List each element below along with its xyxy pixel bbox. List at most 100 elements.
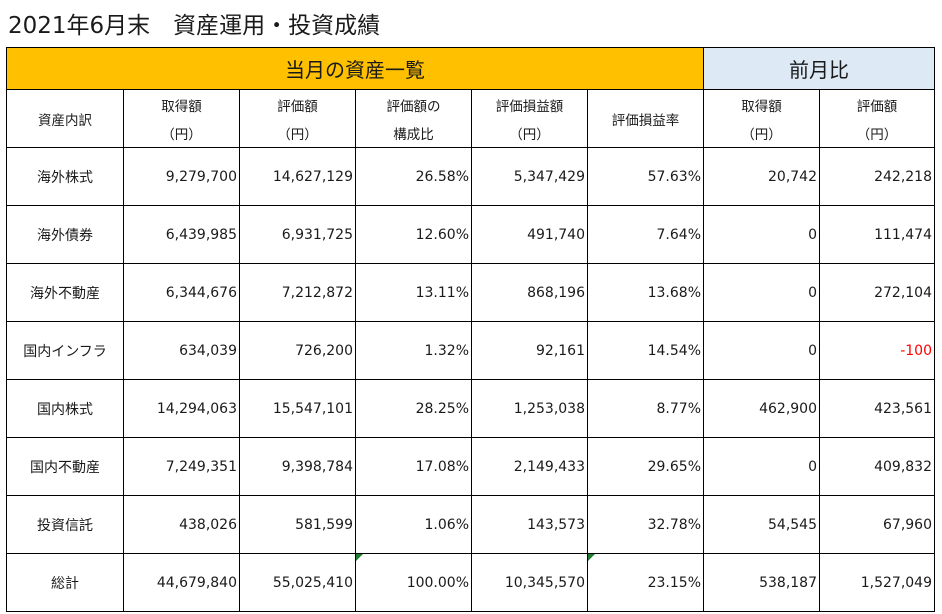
ratio-cell[interactable]: 17.08% <box>355 437 472 496</box>
table-row: 海外不動産 6,344,676 7,212,872 13.11% 868,196 13.6… <box>6 263 935 322</box>
asset-name-cell[interactable]: 総計 <box>6 553 124 612</box>
asset-name-cell[interactable]: 海外株式 <box>6 147 124 206</box>
total-row: 総計 44,679,840 55,025,410 100.00% 10,345,570 2… <box>6 553 935 612</box>
prev-cost-cell[interactable]: 20,742 <box>703 147 820 206</box>
prev-cost-cell[interactable]: 0 <box>703 205 820 264</box>
prev-cost-cell[interactable]: 0 <box>703 263 820 322</box>
cell-value: 6,439,985 <box>165 226 237 243</box>
cell-value: 242,218 <box>874 168 932 185</box>
cell-value: 0 <box>808 226 817 243</box>
cost-cell[interactable]: 6,439,985 <box>123 205 240 264</box>
header-prev-value[interactable]: 評価額 （円） <box>819 89 935 148</box>
cell-value: 409,832 <box>874 458 932 475</box>
prev-value-cell[interactable]: 1,527,049 <box>819 553 935 612</box>
prev-value-cell[interactable]: 67,960 <box>819 495 935 554</box>
header-cost[interactable]: 取得額 （円） <box>123 89 240 148</box>
header-value[interactable]: 評価額 （円） <box>239 89 356 148</box>
cell-value: 100.00% <box>406 574 469 591</box>
gain-rate-cell[interactable]: 14.54% <box>587 321 704 380</box>
error-indicator-icon <box>588 554 595 561</box>
value-cell[interactable]: 14,627,129 <box>239 147 356 206</box>
header-gain-rate[interactable]: 評価損益率 <box>587 89 704 148</box>
cost-cell[interactable]: 44,679,840 <box>123 553 240 612</box>
prev-value-cell[interactable]: -100 <box>819 321 935 380</box>
asset-name-cell[interactable]: 海外不動産 <box>6 263 124 322</box>
gain-rate-cell[interactable]: 29.65% <box>587 437 704 496</box>
cost-cell[interactable]: 634,039 <box>123 321 240 380</box>
cell-value: 634,039 <box>179 342 237 359</box>
gain-cell[interactable]: 868,196 <box>471 263 588 322</box>
asset-name-cell[interactable]: 投資信託 <box>6 495 124 554</box>
ratio-cell[interactable]: 100.00% <box>355 553 472 612</box>
cell-value: 9,279,700 <box>165 168 237 185</box>
cell-value: 7,212,872 <box>281 284 353 301</box>
cell-value: 29.65% <box>647 458 701 475</box>
gain-cell[interactable]: 10,345,570 <box>471 553 588 612</box>
gain-cell[interactable]: 5,347,429 <box>471 147 588 206</box>
cell-value: 57.63% <box>647 168 701 185</box>
cell-value: 23.15% <box>647 574 701 591</box>
header-gain[interactable]: 評価損益額 （円） <box>471 89 588 148</box>
gain-rate-cell[interactable]: 13.68% <box>587 263 704 322</box>
header-asset-type[interactable]: 資産内訳 <box>6 89 124 148</box>
gain-cell[interactable]: 92,161 <box>471 321 588 380</box>
gain-rate-cell[interactable]: 32.78% <box>587 495 704 554</box>
current-month-band[interactable]: 当月の資産一覧 <box>6 47 704 90</box>
header-ratio[interactable]: 評価額の 構成比 <box>355 89 472 148</box>
ratio-cell[interactable]: 28.25% <box>355 379 472 438</box>
gain-cell[interactable]: 491,740 <box>471 205 588 264</box>
prev-value-cell[interactable]: 272,104 <box>819 263 935 322</box>
header-label: 評価額 <box>277 98 318 115</box>
ratio-cell[interactable]: 1.32% <box>355 321 472 380</box>
asset-name-cell[interactable]: 国内インフラ <box>6 321 124 380</box>
cell-value: 111,474 <box>874 226 932 243</box>
asset-name-cell[interactable]: 国内株式 <box>6 379 124 438</box>
value-cell[interactable]: 15,547,101 <box>239 379 356 438</box>
gain-rate-cell[interactable]: 23.15% <box>587 553 704 612</box>
value-cell[interactable]: 6,931,725 <box>239 205 356 264</box>
prev-cost-cell[interactable]: 538,187 <box>703 553 820 612</box>
asset-name-cell[interactable]: 海外債券 <box>6 205 124 264</box>
cost-cell[interactable]: 438,026 <box>123 495 240 554</box>
cell-value: 1.06% <box>424 516 469 533</box>
previous-month-band[interactable]: 前月比 <box>703 47 935 90</box>
value-cell[interactable]: 55,025,410 <box>239 553 356 612</box>
prev-cost-cell[interactable]: 0 <box>703 321 820 380</box>
gain-rate-cell[interactable]: 7.64% <box>587 205 704 264</box>
value-cell[interactable]: 581,599 <box>239 495 356 554</box>
prev-value-cell[interactable]: 423,561 <box>819 379 935 438</box>
ratio-cell[interactable]: 26.58% <box>355 147 472 206</box>
gain-rate-cell[interactable]: 57.63% <box>587 147 704 206</box>
prev-value-cell[interactable]: 111,474 <box>819 205 935 264</box>
ratio-cell[interactable]: 1.06% <box>355 495 472 554</box>
cell-value: 55,025,410 <box>272 574 353 591</box>
header-label: 評価額 <box>856 98 898 115</box>
cell-value: 0 <box>808 284 817 301</box>
cost-cell[interactable]: 7,249,351 <box>123 437 240 496</box>
cell-value: 2,149,433 <box>513 458 585 475</box>
ratio-cell[interactable]: 12.60% <box>355 205 472 264</box>
prev-cost-cell[interactable]: 462,900 <box>703 379 820 438</box>
cost-cell[interactable]: 6,344,676 <box>123 263 240 322</box>
data-body: 海外株式 9,279,700 14,627,129 26.58% 5,347,429 57… <box>6 147 935 612</box>
cost-cell[interactable]: 14,294,063 <box>123 379 240 438</box>
asset-name-cell[interactable]: 国内不動産 <box>6 437 124 496</box>
gain-cell[interactable]: 2,149,433 <box>471 437 588 496</box>
prev-cost-cell[interactable]: 54,545 <box>703 495 820 554</box>
gain-rate-cell[interactable]: 8.77% <box>587 379 704 438</box>
cell-value: 32.78% <box>647 516 701 533</box>
header-prev-cost[interactable]: 取得額 （円） <box>703 89 820 148</box>
gain-cell[interactable]: 143,573 <box>471 495 588 554</box>
prev-value-cell[interactable]: 409,832 <box>819 437 935 496</box>
prev-cost-cell[interactable]: 0 <box>703 437 820 496</box>
prev-value-cell[interactable]: 242,218 <box>819 147 935 206</box>
cell-value: 538,187 <box>759 574 817 591</box>
cell-value: 0 <box>808 342 817 359</box>
cell-value: 15,547,101 <box>272 400 353 417</box>
gain-cell[interactable]: 1,253,038 <box>471 379 588 438</box>
cost-cell[interactable]: 9,279,700 <box>123 147 240 206</box>
value-cell[interactable]: 7,212,872 <box>239 263 356 322</box>
ratio-cell[interactable]: 13.11% <box>355 263 472 322</box>
value-cell[interactable]: 726,200 <box>239 321 356 380</box>
value-cell[interactable]: 9,398,784 <box>239 437 356 496</box>
